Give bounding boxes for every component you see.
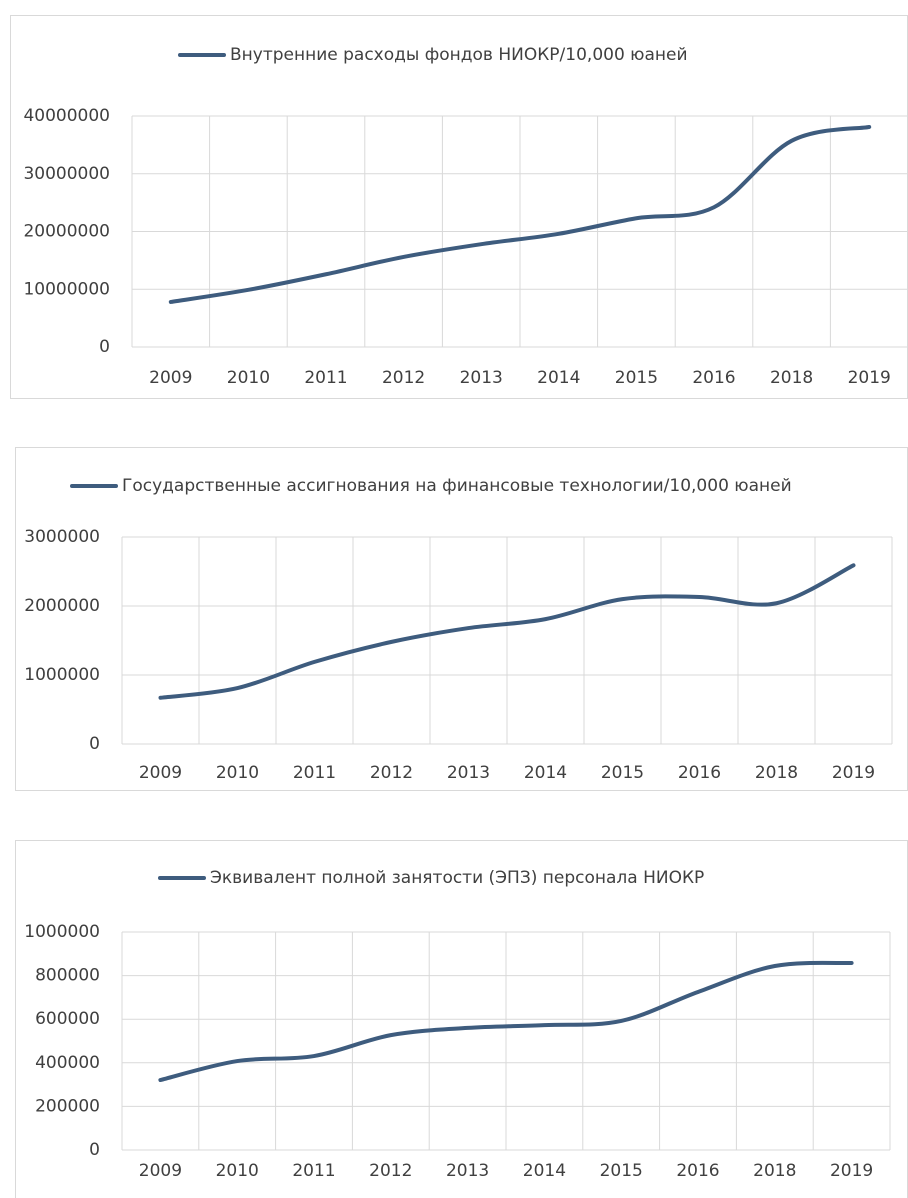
x-tick-label: 2013: [447, 763, 490, 783]
y-tick-label: 30000000: [23, 164, 110, 184]
series-line: [158, 960, 854, 1083]
x-tick-label: 2011: [292, 1161, 335, 1181]
x-tick-label: 2013: [460, 368, 503, 388]
x-tick-label: 2011: [304, 368, 347, 388]
x-tick-label: 2009: [139, 1161, 182, 1181]
legend-label: Эквивалент полной занятости (ЭПЗ) персон…: [210, 868, 704, 888]
x-tick-label: 2018: [755, 763, 798, 783]
y-tick-label: 0: [89, 1140, 100, 1160]
x-tick-label: 2011: [293, 763, 336, 783]
x-tick-label: 2019: [832, 763, 875, 783]
legend-label: Государственные ассигнования на финансов…: [122, 476, 792, 496]
x-tick-label: 2014: [523, 1161, 566, 1181]
y-tick-label: 2000000: [24, 596, 100, 616]
x-tick-label: 2015: [601, 763, 644, 783]
x-tick-label: 2009: [149, 368, 192, 388]
x-tick-label: 2016: [692, 368, 735, 388]
y-tick-label: 10000000: [23, 279, 110, 299]
y-tick-label: 40000000: [23, 106, 110, 126]
series-line: [158, 563, 856, 700]
x-tick-label: 2012: [369, 1161, 412, 1181]
y-tick-label: 800000: [35, 966, 100, 986]
x-tick-label: 2012: [370, 763, 413, 783]
y-tick-label: 1000000: [24, 922, 100, 942]
x-tick-label: 2013: [446, 1161, 489, 1181]
y-tick-label: 0: [89, 734, 100, 754]
y-tick-label: 3000000: [24, 527, 100, 547]
x-tick-label: 2019: [848, 368, 891, 388]
x-tick-label: 2018: [770, 368, 813, 388]
x-tick-label: 2010: [227, 368, 270, 388]
chart-frame: [15, 447, 908, 791]
y-tick-label: 1000000: [24, 665, 100, 685]
x-tick-label: 2016: [676, 1161, 719, 1181]
x-tick-label: 2012: [382, 368, 425, 388]
x-tick-label: 2014: [524, 763, 567, 783]
y-tick-label: 600000: [35, 1009, 100, 1029]
x-tick-label: 2016: [678, 763, 721, 783]
x-tick-label: 2010: [216, 1161, 259, 1181]
y-tick-label: 200000: [35, 1096, 100, 1116]
series-line: [168, 124, 872, 304]
chart-frame: [10, 15, 908, 399]
y-tick-label: 400000: [35, 1053, 100, 1073]
y-tick-label: 0: [99, 337, 110, 357]
x-tick-label: 2010: [216, 763, 259, 783]
x-tick-label: 2015: [600, 1161, 643, 1181]
y-tick-label: 20000000: [23, 222, 110, 242]
x-tick-label: 2015: [615, 368, 658, 388]
x-tick-label: 2009: [139, 763, 182, 783]
x-tick-label: 2014: [537, 368, 580, 388]
x-tick-label: 2019: [830, 1161, 873, 1181]
legend-label: Внутренние расходы фондов НИОКР/10,000 ю…: [230, 45, 688, 65]
x-tick-label: 2018: [753, 1161, 796, 1181]
